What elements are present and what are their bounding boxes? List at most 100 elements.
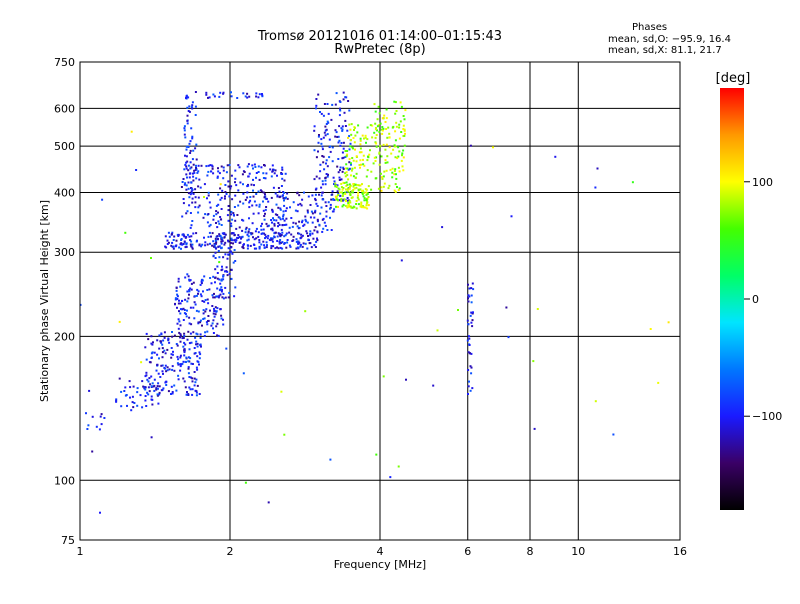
data-point [393,173,396,176]
data-point [230,277,233,280]
data-point [311,232,314,235]
data-point [144,395,147,397]
data-point [355,172,358,175]
data-point [211,244,214,247]
data-point [345,188,347,191]
data-point [267,234,270,237]
data-point [270,228,273,231]
data-point [288,244,291,247]
data-point [185,356,188,359]
data-point [291,225,294,228]
data-point [191,201,194,204]
data-point [274,169,277,172]
data-point [236,236,239,239]
data-point [364,206,367,209]
data-point [185,97,187,99]
data-point [347,136,349,139]
data-point [223,236,226,239]
data-point [190,166,193,169]
data-point [400,159,403,162]
data-point [389,476,392,479]
data-point [251,204,254,207]
data-point [213,310,216,313]
data-point [226,164,229,167]
data-point [214,251,217,254]
data-point [189,306,192,309]
data-point [184,182,187,185]
data-point [189,357,192,360]
data-point [470,301,473,304]
data-point [350,206,353,209]
data-point [222,256,225,259]
data-point [171,392,174,395]
data-point [251,232,254,235]
data-point [289,245,292,248]
data-point [365,188,368,191]
data-point [290,217,293,219]
data-point [226,214,229,217]
data-point [215,210,218,213]
data-point [366,159,369,162]
data-point [276,246,278,249]
data-point [298,232,301,235]
data-point [262,200,264,203]
data-point [342,181,345,184]
data-point [271,209,274,212]
data-point [258,247,261,250]
data-point [273,172,276,175]
data-point [375,142,378,145]
data-point [203,275,206,278]
data-point [183,380,186,383]
data-point [162,372,164,375]
data-point [248,228,251,231]
data-point [378,151,381,154]
data-point [357,194,359,197]
data-point [358,151,361,154]
data-point [175,343,178,345]
data-point [354,183,357,186]
data-point [209,309,211,312]
data-point [324,134,327,137]
data-point [339,194,342,197]
data-point [342,141,345,144]
data-point [233,234,236,237]
data-point [194,196,197,199]
data-point [149,361,152,364]
data-point [185,167,188,170]
data-point [202,309,205,312]
data-point [388,132,391,135]
data-point [218,172,221,175]
data-point [234,177,237,180]
data-point [193,301,196,304]
data-point [336,165,339,168]
data-point [192,281,195,284]
data-point [157,402,160,405]
data-point [198,393,201,395]
data-point [115,398,118,401]
data-point [186,300,189,303]
data-point [334,182,337,185]
data-point [353,141,356,144]
data-point [193,347,196,349]
data-point [224,296,227,299]
data-point [467,283,469,286]
data-point [467,294,470,297]
data-point [375,453,378,456]
data-point [384,121,387,123]
data-point [181,215,184,218]
data-point [366,126,369,129]
data-point [357,191,360,194]
data-point [187,169,190,172]
data-point [192,232,195,235]
data-point [269,237,272,240]
data-point [164,367,167,370]
data-point [231,239,234,242]
data-point [217,296,220,299]
data-point [352,189,355,192]
data-point [470,321,473,324]
y-tick-label: 600 [54,102,75,115]
data-point [179,285,182,288]
data-point [197,310,200,313]
data-point [187,367,190,370]
data-point [321,191,324,194]
